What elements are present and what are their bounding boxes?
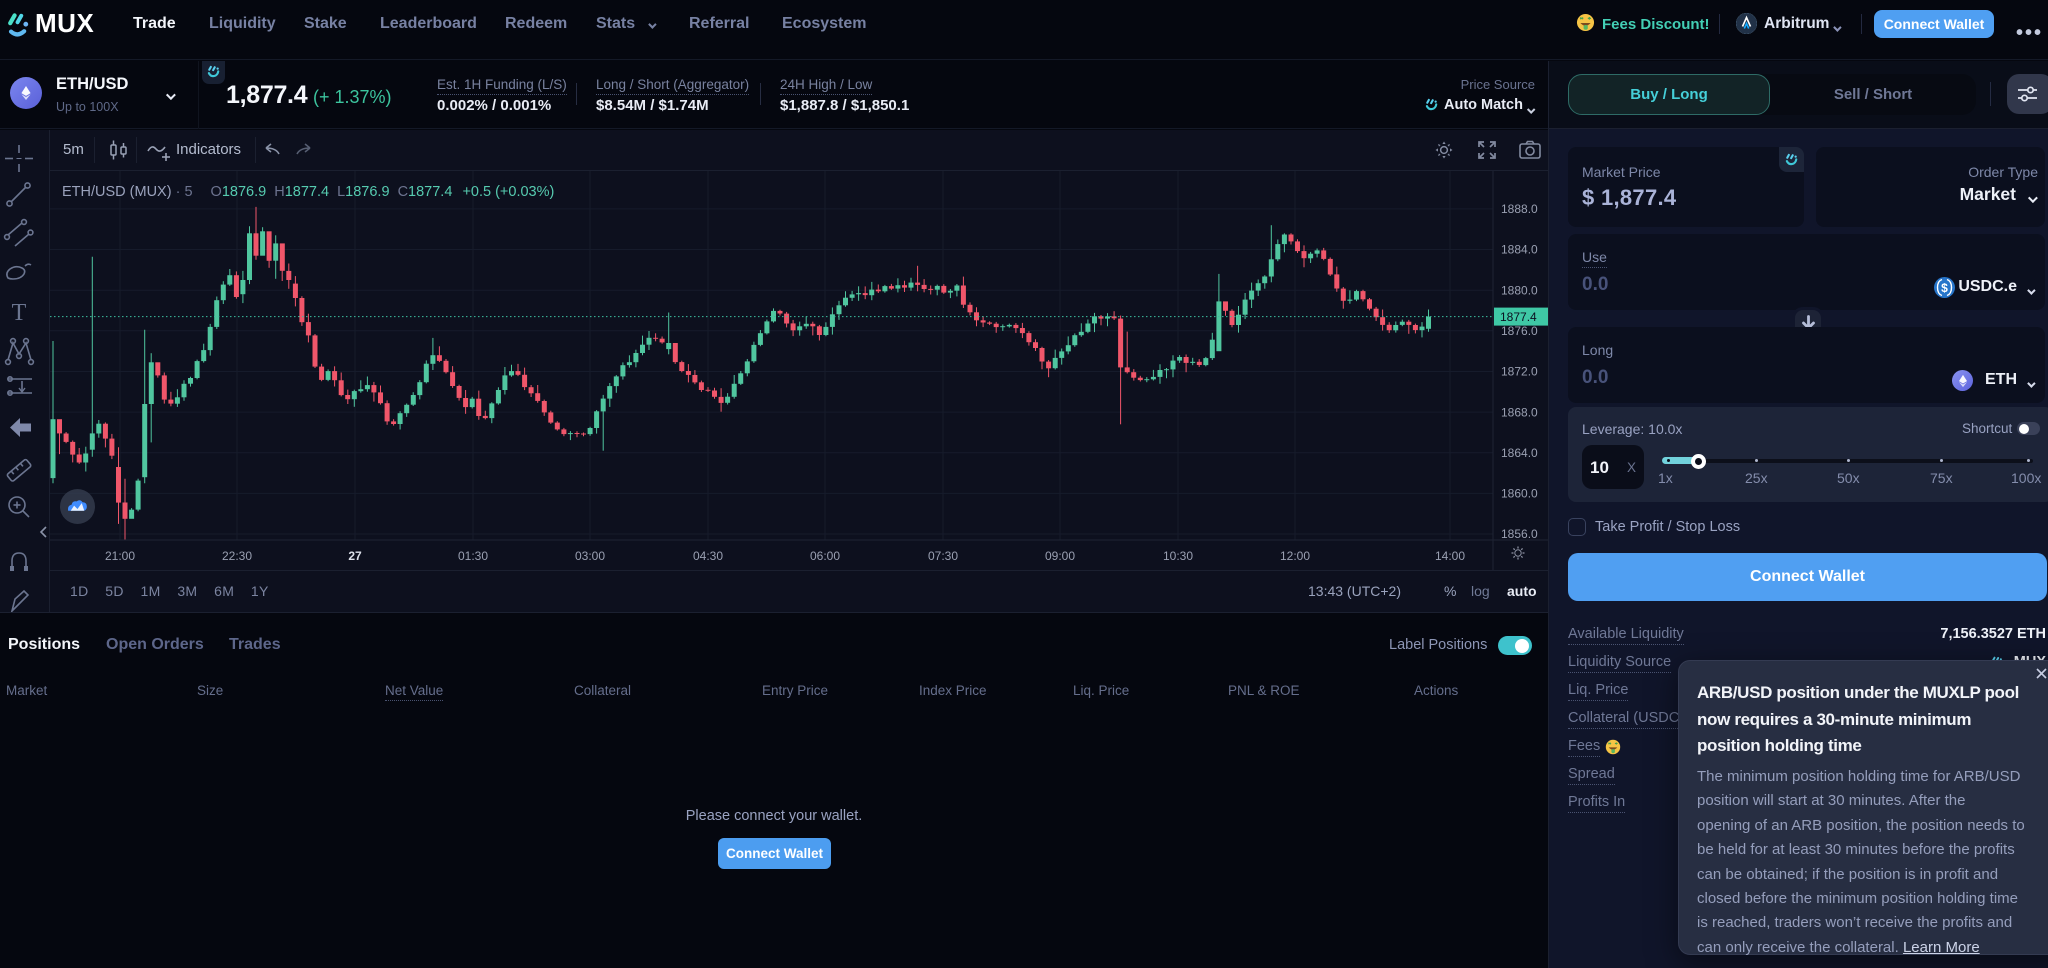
svg-text:1877.4: 1877.4 [1500, 310, 1537, 324]
svg-text:04:30: 04:30 [693, 549, 723, 563]
svg-text:22:30: 22:30 [222, 549, 252, 563]
svg-text:1888.0: 1888.0 [1501, 202, 1538, 216]
svg-text:1868.0: 1868.0 [1501, 405, 1538, 419]
svg-text:21:00: 21:00 [105, 549, 135, 563]
svg-text:06:00: 06:00 [810, 549, 840, 563]
svg-text:1884.0: 1884.0 [1501, 243, 1538, 257]
svg-text:07:30: 07:30 [928, 549, 958, 563]
svg-text:01:30: 01:30 [458, 549, 488, 563]
svg-text:1864.0: 1864.0 [1501, 446, 1538, 460]
svg-text:03:00: 03:00 [575, 549, 605, 563]
svg-text:1876.0: 1876.0 [1501, 324, 1538, 338]
svg-text:10:30: 10:30 [1163, 549, 1193, 563]
svg-text:27: 27 [348, 549, 362, 563]
svg-text:1856.0: 1856.0 [1501, 527, 1538, 541]
svg-text:T: T [12, 300, 27, 326]
svg-text:14:00: 14:00 [1435, 549, 1465, 563]
svg-text:$: $ [1941, 281, 1948, 295]
svg-text:1872.0: 1872.0 [1501, 365, 1538, 379]
svg-text:09:00: 09:00 [1045, 549, 1075, 563]
svg-text:12:00: 12:00 [1280, 549, 1310, 563]
svg-text:1880.0: 1880.0 [1501, 283, 1538, 297]
svg-text:1860.0: 1860.0 [1501, 487, 1538, 501]
